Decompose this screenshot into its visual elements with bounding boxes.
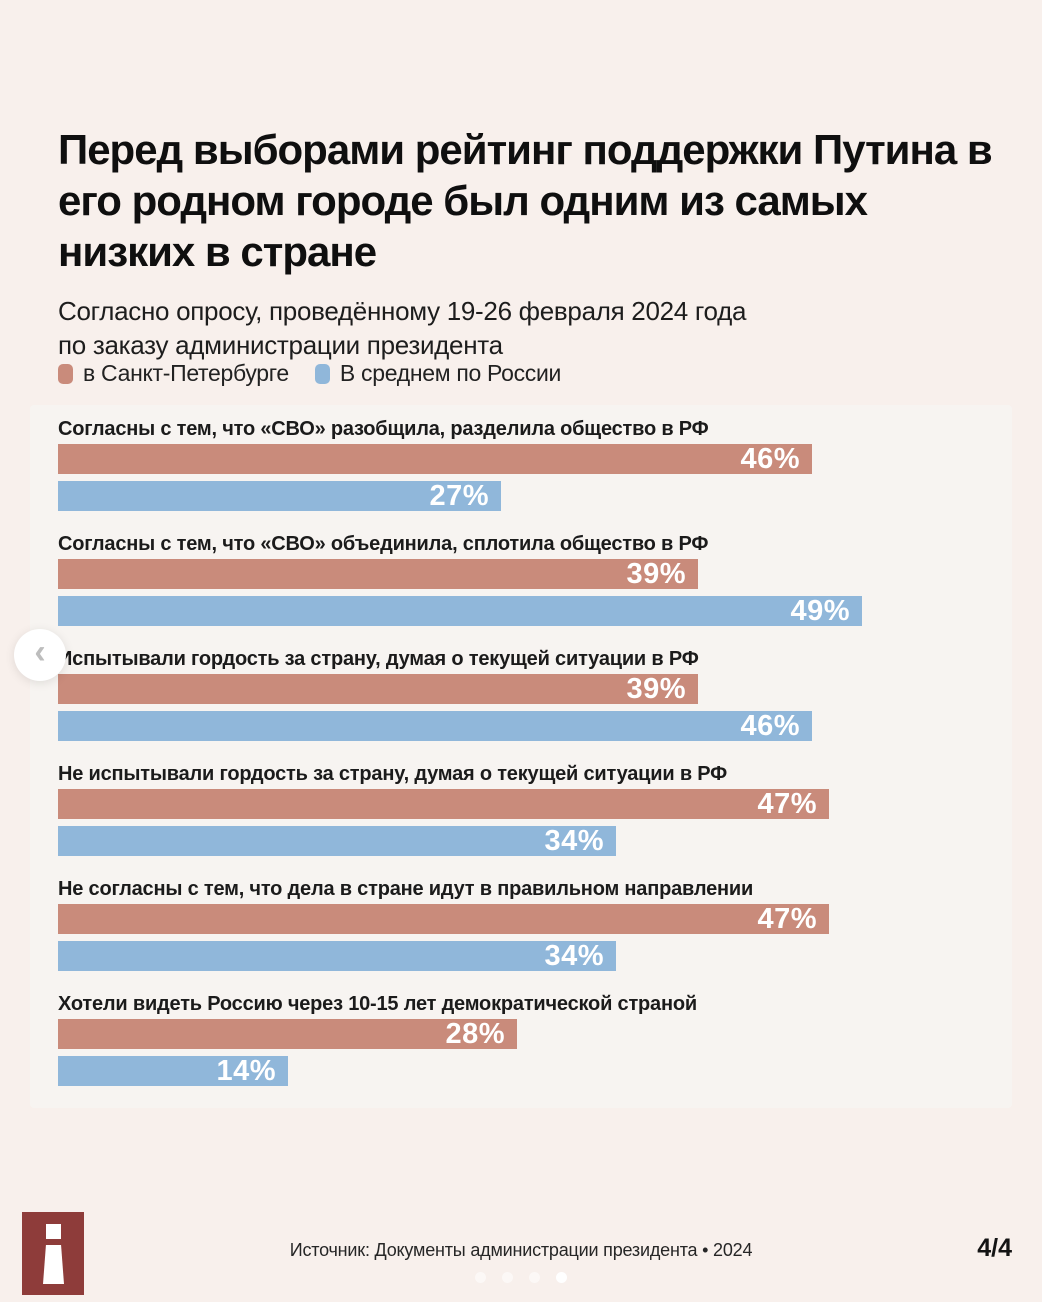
source-caption: Источник: Документы администрации презид… [289,1240,753,1260]
chart-legend: в Санкт-Петербурге В среднем по России [58,360,561,387]
page-subtitle: Согласно опросу, проведённому 19-26 февр… [58,296,747,360]
chevron-left-icon: ‹ [34,633,46,671]
bar-russia-value: 46% [740,710,800,742]
legend-item-spb: в Санкт-Петербурге [58,360,289,387]
bar-spb-value: 28% [445,1018,505,1050]
bar-russia: 46% [58,711,812,741]
bar-russia-value: 34% [544,940,604,972]
bar-russia-value: 14% [216,1055,276,1087]
bar-group: Не согласны с тем, что дела в стране иду… [58,878,984,993]
legend-label-russia: В среднем по России [339,360,562,386]
bar-russia: 14% [58,1056,288,1086]
carousel-dots[interactable] [0,1272,1042,1283]
page-title: Перед выборами рейтинг поддержки Путина … [58,126,993,276]
bar-group: Согласны с тем, что «СВО» объединила, сп… [58,533,984,648]
bar-group: Испытывали гордость за страну, думая о т… [58,648,984,763]
bar-spb-value: 39% [626,558,686,590]
logo-i-stem [43,1245,64,1284]
carousel-dot-1[interactable] [475,1272,486,1283]
bar-spb: 28% [58,1019,517,1049]
legend-item-russia: В среднем по России [314,360,562,387]
bar-spb: 47% [58,904,829,934]
bar-group: Согласны с тем, что «СВО» разобщила, раз… [58,418,984,533]
bar-spb-value: 46% [740,443,800,475]
carousel-dot-4[interactable] [556,1272,567,1283]
bar-spb-value: 47% [757,903,817,935]
bar-group: Не испытывали гордость за страну, думая … [58,763,984,878]
bar-spb-value: 47% [757,788,817,820]
bar-spb: 39% [58,559,698,589]
carousel-dot-2[interactable] [502,1272,513,1283]
bar-russia: 49% [58,596,862,626]
bar-russia-value: 34% [544,825,604,857]
chart-panel: Согласны с тем, что «СВО» разобщила, раз… [30,405,1012,1108]
carousel-prev-button[interactable]: ‹ [14,629,66,681]
bar-russia-value: 27% [429,480,489,512]
page-indicator: 4/4 [977,1234,1012,1262]
carousel-dot-3[interactable] [529,1272,540,1283]
bar-group-label: Согласны с тем, что «СВО» объединила, сп… [58,533,709,555]
bar-group-label: Испытывали гордость за страну, думая о т… [58,648,699,670]
bar-spb: 47% [58,789,829,819]
bar-spb: 39% [58,674,698,704]
bar-group-label: Не испытывали гордость за страну, думая … [58,763,728,785]
legend-swatch-spb-icon [58,363,73,384]
bar-group-label: Хотели видеть Россию через 10-15 лет дем… [58,993,697,1015]
bar-russia: 34% [58,941,616,971]
bar-spb: 46% [58,444,812,474]
bar-group-label: Согласны с тем, что «СВО» разобщила, раз… [58,418,709,440]
logo-i-dot [46,1224,61,1239]
bar-russia: 27% [58,481,501,511]
legend-swatch-russia-icon [314,363,330,384]
bar-group: Хотели видеть Россию через 10-15 лет дем… [58,993,984,1108]
legend-label-spb: в Санкт-Петербурге [83,360,289,386]
bar-group-label: Не согласны с тем, что дела в стране иду… [58,878,754,900]
bar-russia: 34% [58,826,616,856]
bar-spb-value: 39% [626,673,686,705]
istories-logo [22,1212,84,1295]
bar-russia-value: 49% [790,595,850,627]
